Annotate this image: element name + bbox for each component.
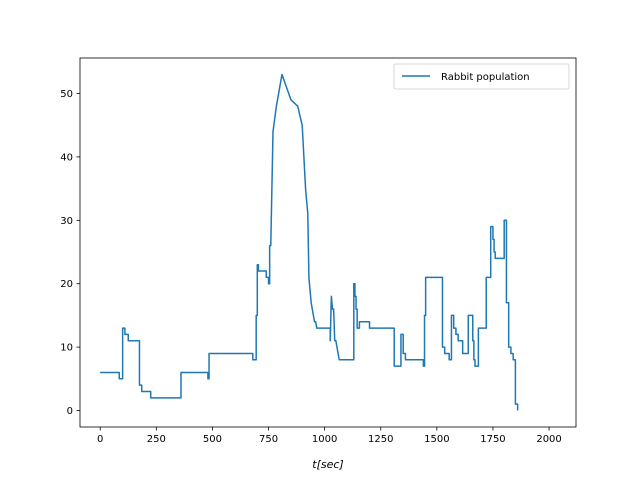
plot-area — [100, 73, 519, 411]
series-line-rabbit-population — [100, 73, 519, 411]
x-tick-label: 1000 — [312, 434, 337, 445]
y-tick-label: 20 — [60, 279, 73, 290]
x-tick-label: 2000 — [536, 434, 561, 445]
y-tick-label: 30 — [60, 216, 73, 227]
x-axis-label-unit: [sec] — [317, 458, 344, 471]
x-tick-label: 1250 — [368, 434, 393, 445]
x-tick-label: 500 — [203, 434, 222, 445]
legend-box — [393, 63, 570, 90]
legend: Rabbit population — [393, 63, 570, 90]
x-tick-label: 1750 — [480, 434, 505, 445]
x-tick-label: 750 — [259, 434, 278, 445]
x-tick-label: 0 — [97, 434, 103, 445]
x-tick-label: 1500 — [424, 434, 449, 445]
x-axis-label: t[sec] — [312, 458, 343, 471]
legend-entry-rabbit-population: Rabbit population — [441, 72, 530, 83]
y-tick-label: 10 — [60, 343, 73, 354]
axis-ticks: 0 250 500 750 1000 1250 1500 1750 2000 0 10 20 30 40 5… — [60, 89, 562, 445]
y-tick-label: 0 — [67, 406, 73, 417]
axes-frame — [79, 57, 577, 428]
y-tick-label: 50 — [60, 89, 73, 100]
x-tick-label: 250 — [147, 434, 166, 445]
y-tick-label: 40 — [60, 152, 73, 163]
x-axis-label-variable: t — [312, 458, 317, 471]
